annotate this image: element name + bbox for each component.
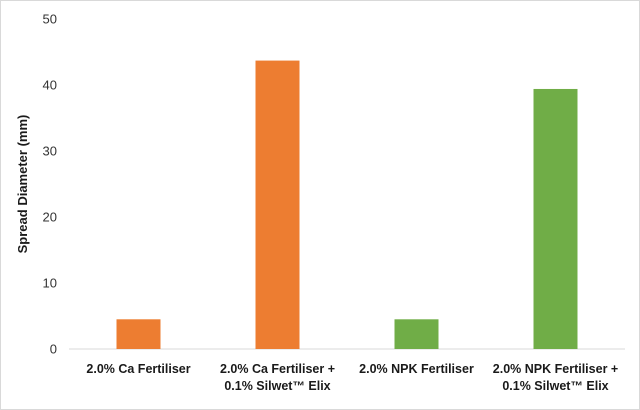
category-label-line: 2.0% NPK Fertiliser	[359, 362, 474, 376]
y-tick-label: 30	[43, 144, 57, 159]
y-tick-label: 0	[50, 342, 57, 357]
category-labels: 2.0% Ca Fertiliser 2.0% Ca Fertiliser + 0.…	[86, 362, 618, 393]
bar	[394, 319, 439, 349]
category-label: 2.0% Ca Fertiliser + 0.1% Silwet™ Elix	[220, 362, 335, 393]
category-label-line: 2.0% Ca Fertiliser	[86, 362, 190, 376]
category-label: 2.0% NPK Fertiliser + 0.1% Silwet™ Elix	[493, 362, 618, 393]
bar	[255, 60, 300, 350]
y-tick-label: 20	[43, 210, 57, 225]
y-axis-label-group: Spread Diameter (mm)	[15, 115, 30, 254]
y-tick-label: 50	[43, 12, 57, 27]
y-ticks: 0 10 20 30 40 50	[43, 12, 57, 357]
category-label-line: 0.1% Silwet™ Elix	[224, 379, 330, 393]
bar	[116, 319, 161, 349]
y-tick-label: 40	[43, 78, 57, 93]
category-label-line: 2.0% NPK Fertiliser +	[493, 362, 618, 376]
bar	[533, 88, 578, 350]
category-label-line: 0.1% Silwet™ Elix	[502, 379, 608, 393]
category-label: 2.0% NPK Fertiliser	[359, 362, 474, 376]
y-axis-label: Spread Diameter (mm)	[15, 115, 30, 254]
bars	[116, 60, 578, 350]
category-label-line: 2.0% Ca Fertiliser +	[220, 362, 335, 376]
category-label: 2.0% Ca Fertiliser	[86, 362, 190, 376]
y-tick-label: 10	[43, 276, 57, 291]
